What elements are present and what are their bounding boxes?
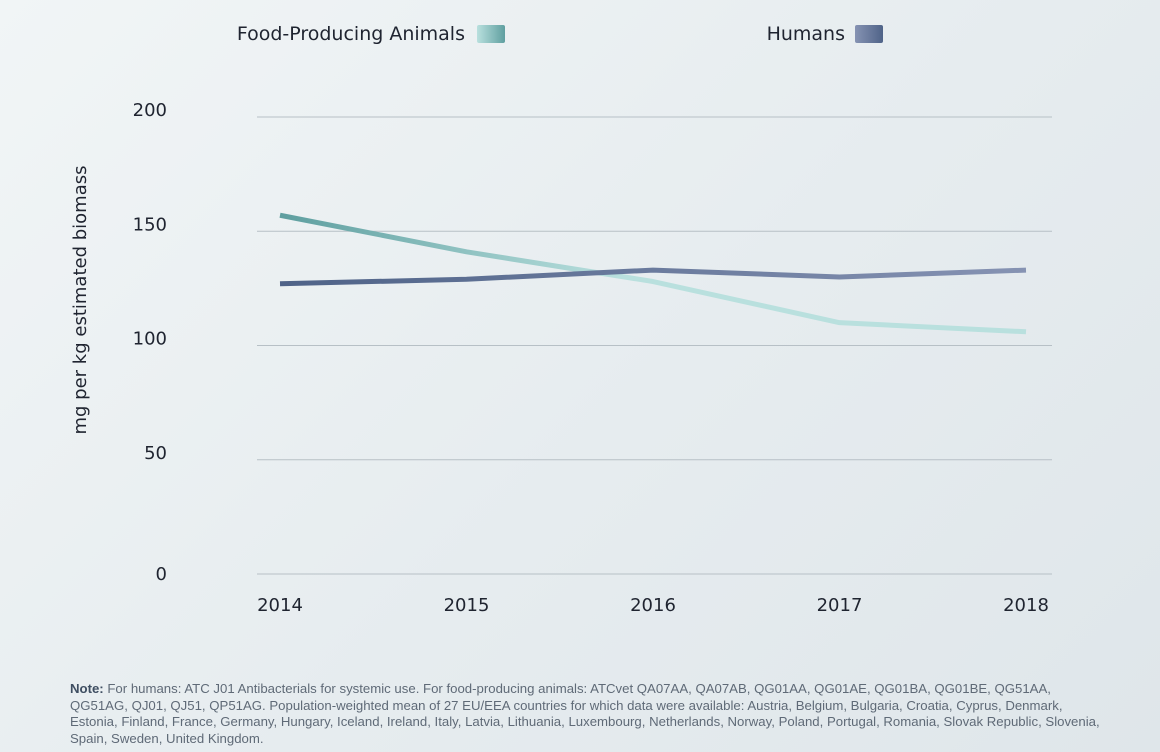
- legend-item-humans: Humans: [767, 23, 883, 45]
- y-tick-label-50: 50: [144, 443, 167, 464]
- x-tick-label-2014: 2014: [257, 595, 303, 616]
- y-tick-label-100: 100: [133, 329, 167, 350]
- x-tick-labels: 2014 2015 2016 2017 2018: [257, 595, 1049, 616]
- x-tick-label-2016: 2016: [630, 595, 676, 616]
- gridlines: [257, 116, 1052, 575]
- series-line-food-producing-animals: [279, 212, 1027, 335]
- x-tick-label-2017: 2017: [817, 595, 863, 616]
- footnote-label: Note:: [70, 681, 104, 696]
- legend-swatch-food-producing-animals: [477, 25, 505, 43]
- y-tick-label-150: 150: [133, 214, 167, 235]
- y-tick-label-0: 0: [156, 564, 167, 585]
- series-lines: [279, 212, 1027, 335]
- footnote-text: For humans: ATC J01 Antibacterials for s…: [70, 681, 1100, 746]
- series-line-humans: [279, 267, 1027, 287]
- x-tick-label-2018: 2018: [1003, 595, 1049, 616]
- legend-label-humans: Humans: [767, 23, 845, 45]
- legend: Food-Producing Animals Humans: [237, 23, 883, 45]
- legend-label-food-producing-animals: Food-Producing Animals: [237, 23, 465, 45]
- legend-item-food-producing-animals: Food-Producing Animals: [237, 23, 505, 45]
- legend-swatch-humans: [855, 25, 883, 43]
- y-axis-label: mg per kg estimated biomass: [70, 166, 91, 435]
- y-tick-label-200: 200: [133, 100, 167, 121]
- footnote: Note: For humans: ATC J01 Antibacterials…: [70, 681, 1100, 747]
- y-tick-labels: 0 50 100 150 200: [133, 100, 167, 585]
- line-chart: Food-Producing Animals Humans mg per kg …: [70, 23, 1052, 616]
- x-tick-label-2015: 2015: [444, 595, 490, 616]
